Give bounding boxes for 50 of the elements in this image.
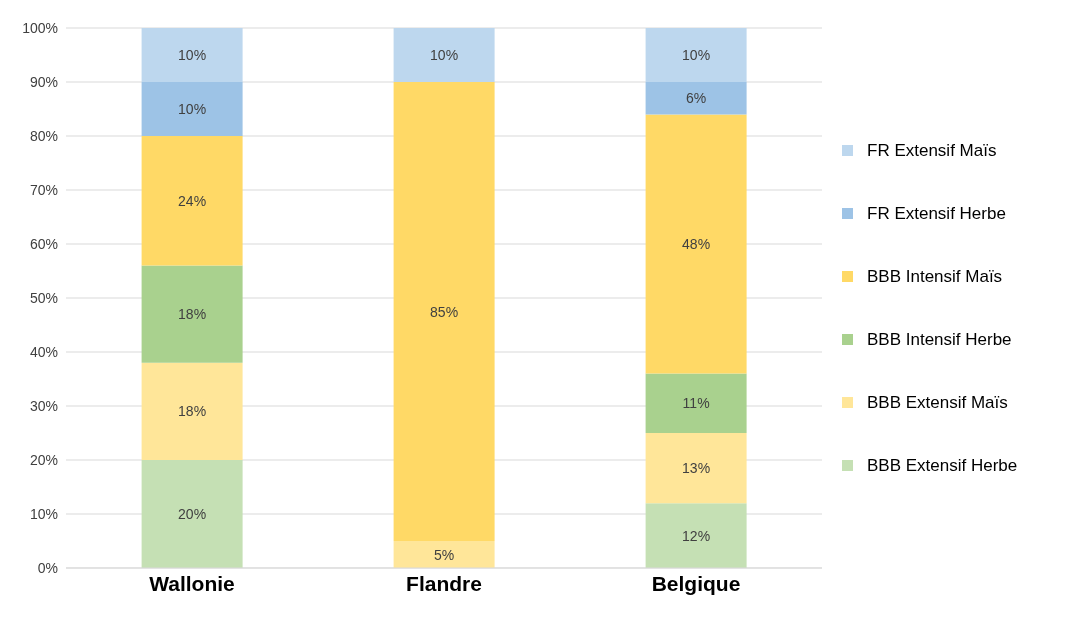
y-tick-label: 0% bbox=[37, 559, 58, 576]
data-label: 13% bbox=[682, 460, 711, 477]
data-label: 11% bbox=[682, 395, 710, 412]
legend-label: FR Extensif Herbe bbox=[867, 203, 1006, 224]
bar bbox=[645, 114, 747, 374]
bar bbox=[141, 28, 243, 82]
data-label: 12% bbox=[682, 527, 711, 544]
y-tick-label: 100% bbox=[22, 19, 58, 36]
bar bbox=[141, 82, 243, 136]
y-tick-label: 10% bbox=[29, 505, 58, 522]
bar bbox=[645, 433, 747, 504]
y-tick-label: 90% bbox=[29, 73, 58, 90]
legend-label: BBB Extensif Herbe bbox=[867, 455, 1018, 476]
data-label: 10% bbox=[682, 47, 711, 63]
bar bbox=[393, 28, 495, 82]
x-tick-label: Belgique bbox=[651, 571, 741, 595]
data-label: 10% bbox=[178, 101, 207, 117]
bar bbox=[645, 503, 747, 568]
bar bbox=[393, 541, 495, 568]
bar bbox=[141, 265, 243, 363]
x-tick-label: Flandre bbox=[406, 571, 482, 595]
legend-label: FR Extensif Maïs bbox=[867, 140, 997, 161]
data-label: 6% bbox=[685, 90, 707, 107]
y-tick-label: 70% bbox=[29, 181, 58, 198]
data-label: 20% bbox=[178, 506, 207, 522]
legend-label: BBB Intensif Maïs bbox=[867, 266, 1003, 287]
data-label: 48% bbox=[682, 236, 711, 252]
bar bbox=[393, 82, 495, 541]
bar bbox=[645, 82, 747, 115]
y-tick-label: 40% bbox=[29, 343, 58, 360]
bar bbox=[141, 136, 243, 266]
y-tick-label: 80% bbox=[29, 127, 58, 144]
y-tick-label: 20% bbox=[29, 451, 58, 468]
bar bbox=[141, 460, 243, 568]
y-tick-label: 50% bbox=[29, 289, 58, 306]
y-tick-label: 30% bbox=[29, 397, 58, 414]
data-label: 85% bbox=[430, 303, 459, 320]
data-label: 18% bbox=[178, 306, 207, 323]
y-tick-label: 60% bbox=[29, 235, 58, 252]
data-label: 18% bbox=[178, 403, 207, 420]
x-tick-label: Wallonie bbox=[149, 571, 235, 595]
bar bbox=[645, 28, 747, 82]
data-label: 5% bbox=[433, 546, 455, 563]
legend-label: BBB Extensif Maïs bbox=[867, 392, 1008, 413]
data-label: 24% bbox=[178, 192, 207, 209]
bar bbox=[645, 373, 747, 433]
legend-label: BBB Intensif Herbe bbox=[867, 329, 1012, 350]
bar bbox=[141, 362, 243, 460]
data-label: 10% bbox=[430, 47, 459, 63]
data-label: 10% bbox=[178, 47, 207, 63]
